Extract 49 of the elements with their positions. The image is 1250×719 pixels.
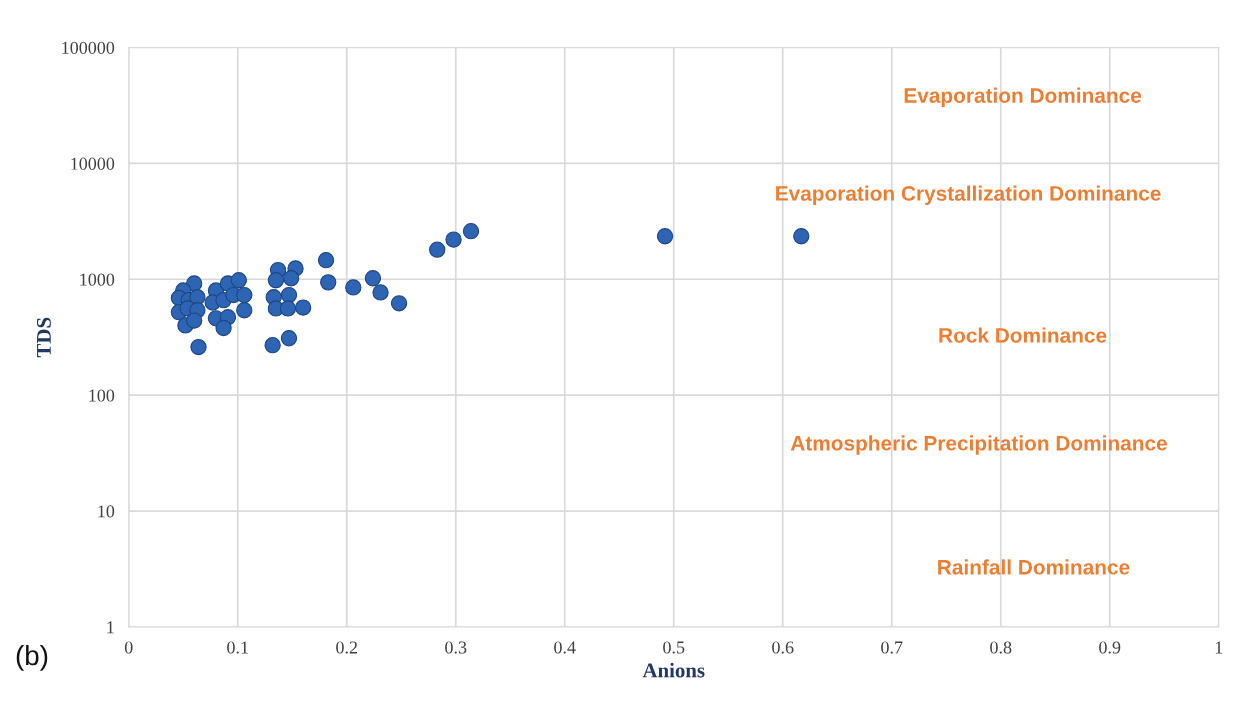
x-tick-label: 1 bbox=[1215, 641, 1223, 654]
annotation: Rainfall Dominance bbox=[938, 559, 1130, 575]
x-tick-label: 0.4 bbox=[554, 641, 576, 654]
y-tick-label: 100 bbox=[89, 389, 115, 402]
point bbox=[282, 270, 300, 287]
annotation: Rock Dominance bbox=[939, 327, 1107, 343]
point bbox=[462, 223, 480, 240]
x-tick-label: 0.9 bbox=[1099, 641, 1121, 654]
x-tick-label: 0.2 bbox=[336, 641, 358, 654]
point bbox=[656, 228, 674, 245]
x-tick-label: 0 bbox=[124, 641, 133, 654]
point bbox=[317, 252, 335, 269]
x-axis-title: Anions bbox=[642, 662, 705, 678]
point bbox=[390, 295, 408, 312]
point bbox=[264, 337, 281, 354]
x-tick-label: 0.1 bbox=[227, 641, 248, 654]
annotation: Evaporation Crystallization Dominance bbox=[776, 185, 1161, 205]
x-tick-label: 0.7 bbox=[881, 641, 903, 654]
point bbox=[320, 274, 337, 291]
point bbox=[267, 272, 285, 289]
y-tick-label: 100000 bbox=[62, 41, 115, 54]
point bbox=[364, 270, 382, 287]
y-tick-label: 10000 bbox=[71, 157, 115, 170]
x-tick-label: 0.3 bbox=[445, 641, 467, 654]
point bbox=[345, 279, 362, 296]
point bbox=[279, 300, 297, 317]
point bbox=[230, 272, 248, 289]
y-tick-label: 1 bbox=[107, 621, 114, 634]
point bbox=[793, 228, 810, 245]
point bbox=[445, 231, 462, 248]
point bbox=[280, 286, 298, 304]
point bbox=[280, 330, 298, 347]
point bbox=[429, 241, 446, 258]
y-tick-label: 10 bbox=[98, 505, 115, 518]
point bbox=[215, 319, 232, 337]
y-tick-label: 1000 bbox=[80, 273, 115, 286]
x-tick-label: 0.5 bbox=[663, 641, 685, 654]
y-axis-title: TDS bbox=[36, 317, 51, 358]
point bbox=[372, 284, 389, 301]
x-tick-label: 0.6 bbox=[772, 641, 794, 654]
point bbox=[294, 299, 312, 316]
annotation: Evaporation Dominance bbox=[904, 87, 1142, 107]
point bbox=[236, 302, 253, 319]
text: (b) bbox=[16, 644, 48, 671]
point bbox=[190, 338, 207, 356]
x-tick-label: 0.8 bbox=[990, 641, 1012, 654]
annotation: Atmospheric Precipitation Dominance bbox=[790, 435, 1167, 455]
point bbox=[236, 286, 253, 304]
point bbox=[185, 312, 203, 329]
